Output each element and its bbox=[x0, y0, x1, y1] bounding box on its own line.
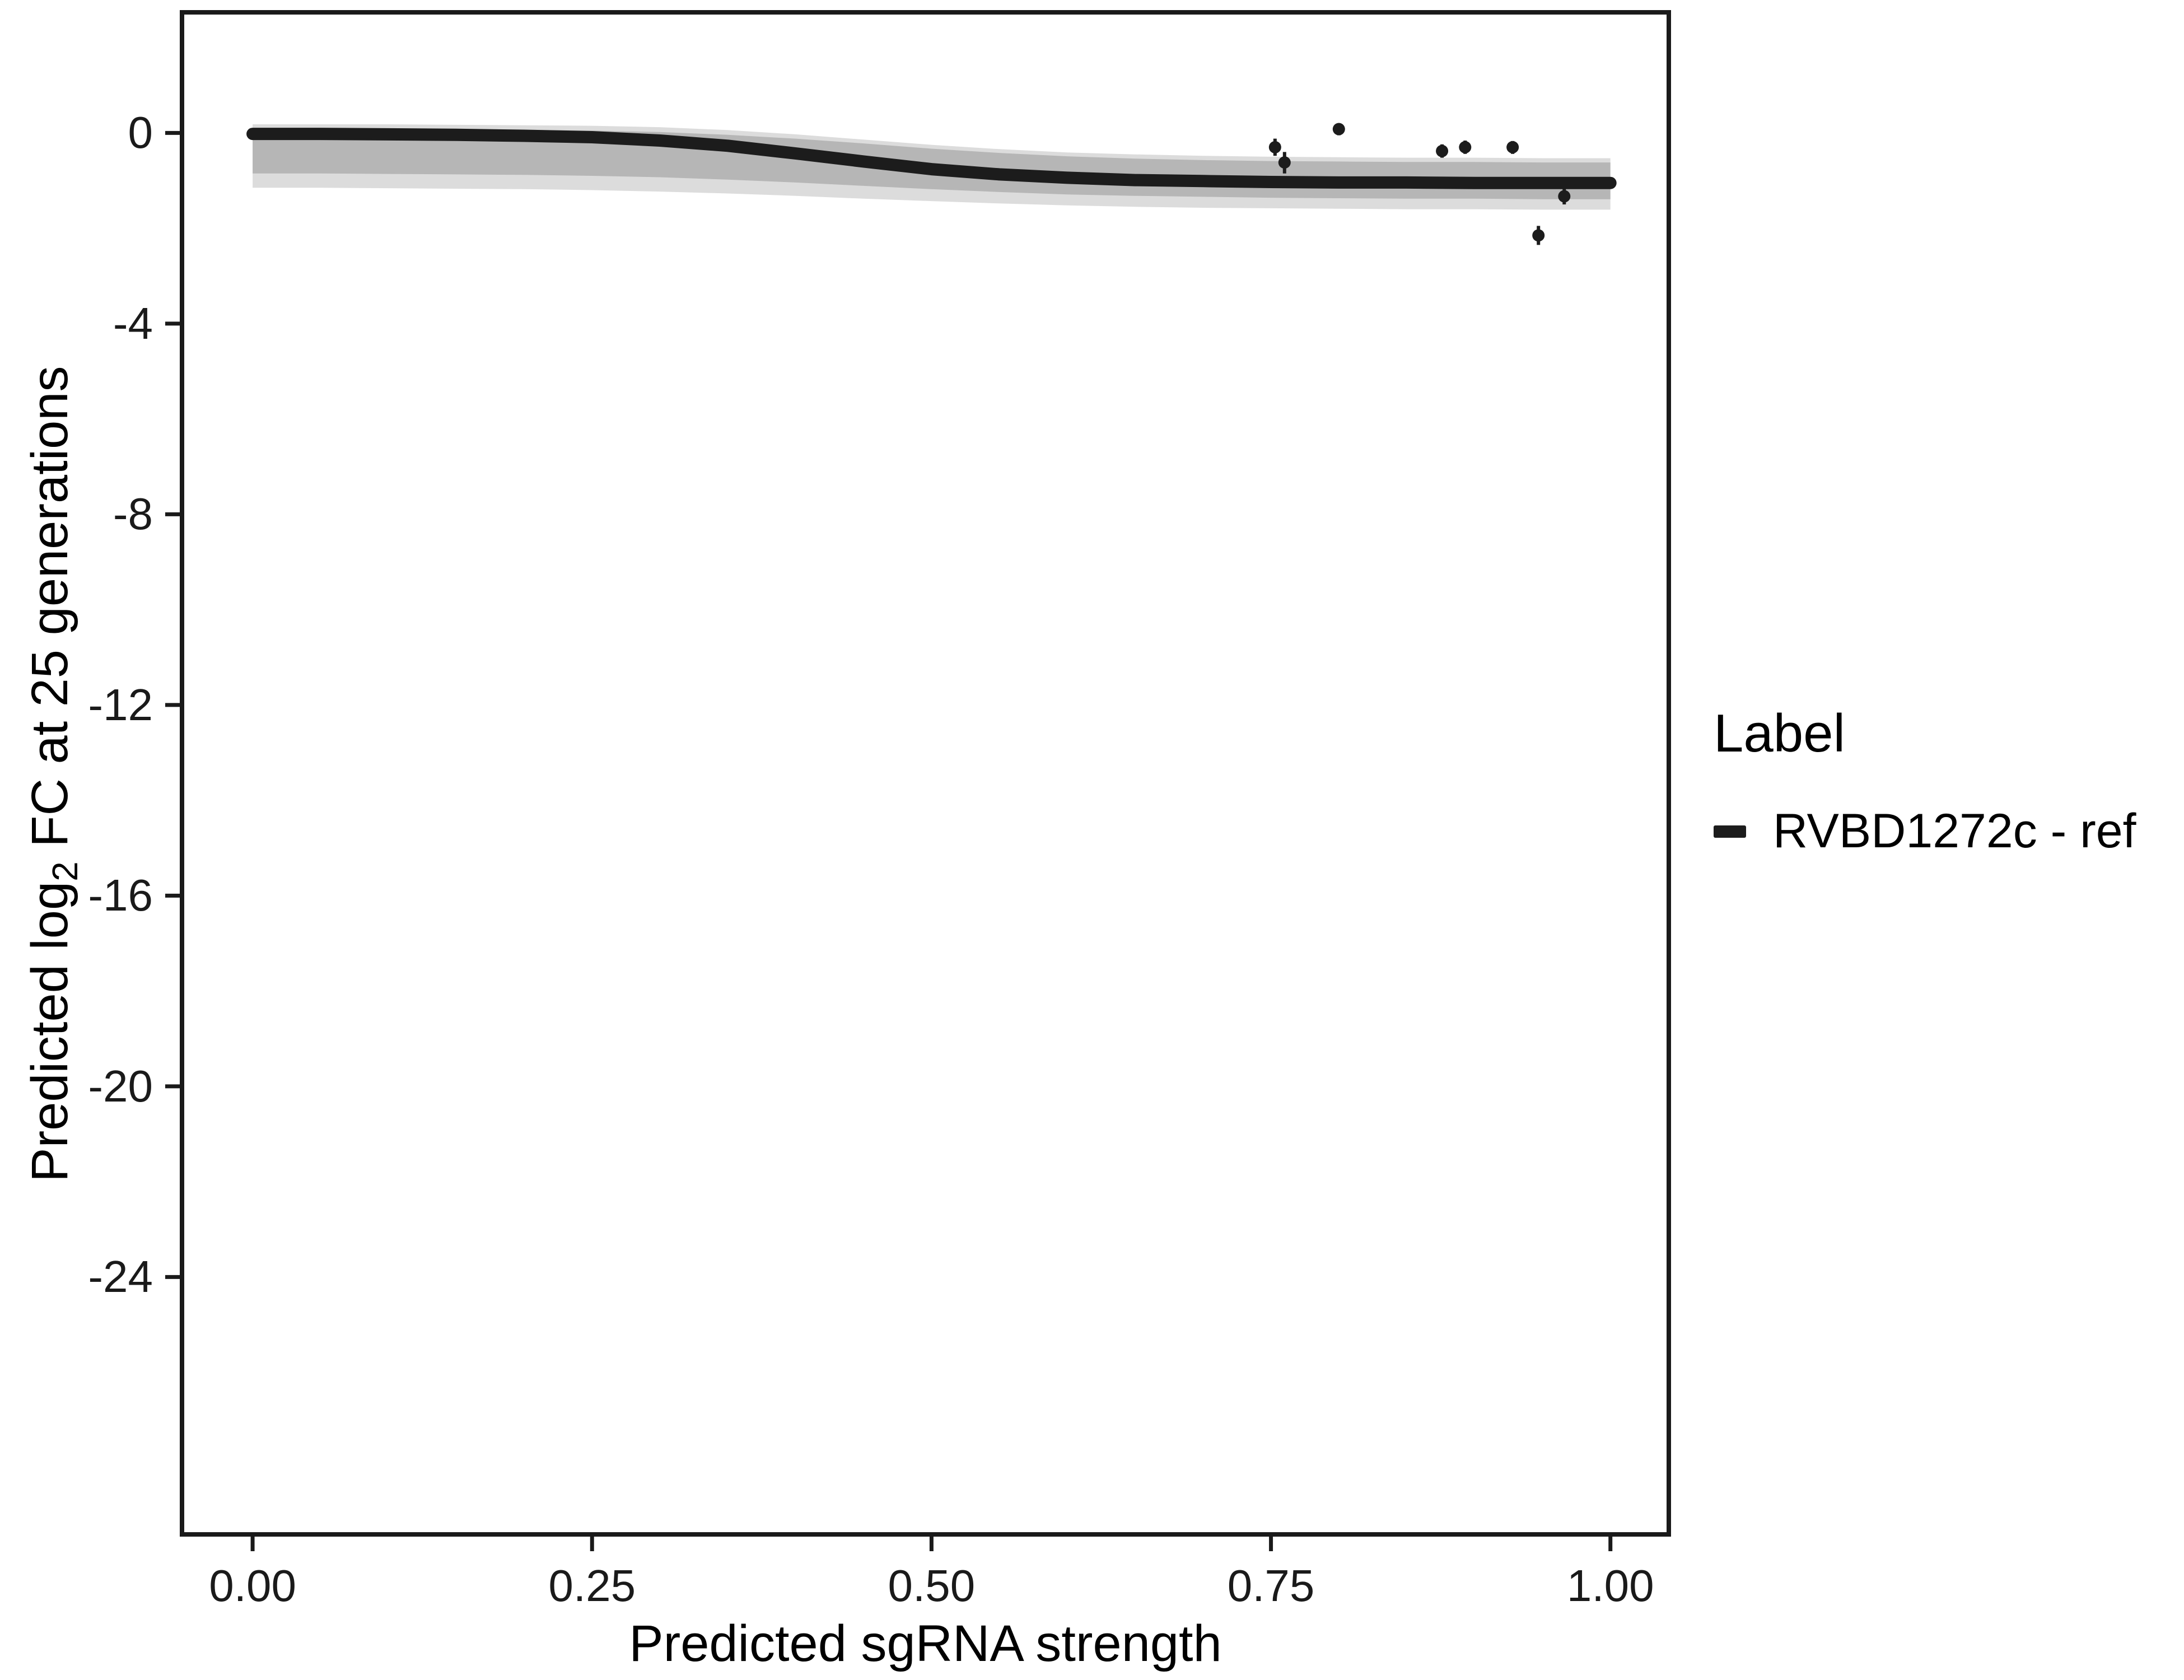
x-axis-title: Predicted sgRNA strength bbox=[629, 1615, 1222, 1672]
legend-title: Label bbox=[1714, 703, 1845, 763]
legend-key-line-icon bbox=[1714, 825, 1746, 838]
y-axis-title-suffix: FC at 25 generations bbox=[21, 366, 78, 862]
y-axis-title-subscript: 2 bbox=[44, 861, 85, 881]
y-tick-label: -16 bbox=[88, 870, 153, 921]
y-tick-label: -4 bbox=[113, 298, 153, 348]
x-tick-label: 0.25 bbox=[548, 1561, 636, 1611]
x-tick-label: 0.75 bbox=[1227, 1561, 1315, 1611]
data-point bbox=[1278, 156, 1291, 169]
y-axis-title: Predicted log2 FC at 25 generations bbox=[21, 13, 85, 1535]
data-point bbox=[1459, 141, 1472, 153]
y-tick-label: -24 bbox=[88, 1252, 153, 1302]
legend: Label RVBD1272c - ref bbox=[1714, 703, 2136, 859]
x-tick-label: 0.00 bbox=[209, 1561, 296, 1611]
y-axis-title-prefix: Predicted log bbox=[21, 881, 78, 1182]
legend-entry-label: RVBD1272c - ref bbox=[1773, 804, 2136, 858]
x-tick-label: 0.50 bbox=[888, 1561, 976, 1611]
y-tick-label: 0 bbox=[128, 108, 153, 158]
data-point bbox=[1532, 229, 1545, 242]
y-tick-label: -8 bbox=[113, 489, 153, 539]
data-point bbox=[1436, 144, 1449, 157]
panel-border bbox=[180, 10, 1671, 1537]
data-point bbox=[1332, 123, 1345, 136]
y-tick-label: -20 bbox=[88, 1061, 153, 1111]
legend-entry: RVBD1272c - ref bbox=[1714, 804, 2136, 859]
data-point bbox=[1268, 141, 1281, 153]
data-point bbox=[1558, 190, 1571, 203]
x-tick-label: 1.00 bbox=[1566, 1561, 1654, 1611]
y-tick-label: -12 bbox=[88, 679, 153, 730]
data-point bbox=[1506, 141, 1519, 153]
fitted-line bbox=[246, 128, 1617, 189]
